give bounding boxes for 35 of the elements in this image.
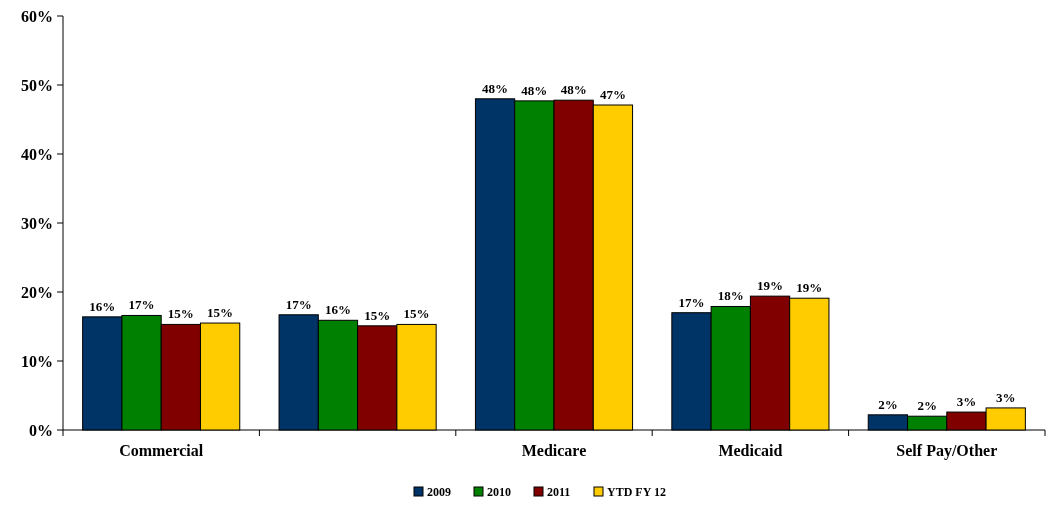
y-tick-label: 20% [21,283,53,301]
data-label: 48% [482,80,509,96]
x-tick-label: Commercial [119,442,204,459]
data-label: 19% [757,278,784,294]
data-label: 16% [89,298,116,314]
data-label: 17% [285,296,312,312]
data-label: 16% [324,302,351,318]
data-label: 48% [521,82,548,98]
x-tick-label: Self Pay/Other [896,442,998,460]
data-label: 15% [207,305,234,321]
data-label: 3% [995,389,1016,405]
y-tick-label: 60% [21,7,53,25]
data-label: 15% [364,307,391,323]
legend-label: YTD FY 12 [607,485,666,499]
data-label: 18% [717,288,744,304]
x-tick-label: Medicaid [718,442,783,459]
data-label: 47% [599,87,626,103]
legend-label: 2009 [427,485,451,499]
y-tick-label: 40% [21,145,53,163]
y-tick-label: 10% [21,352,53,370]
y-tick-label: 50% [21,76,53,94]
data-label: 3% [956,394,977,410]
data-label: 17% [678,294,705,310]
data-label: 2% [917,398,937,414]
data-label: 48% [560,82,587,98]
data-label: 15% [167,306,194,322]
data-label: 2% [878,396,898,412]
y-tick-label: 0% [29,421,53,439]
x-tick-label: Medicare [521,442,587,459]
data-label: 19% [796,280,823,296]
data-label: 17% [128,297,155,313]
y-tick-label: 30% [21,214,53,232]
data-label: 15% [403,306,430,322]
legend-label: 2011 [547,485,571,499]
legend-label: 2010 [487,485,511,499]
